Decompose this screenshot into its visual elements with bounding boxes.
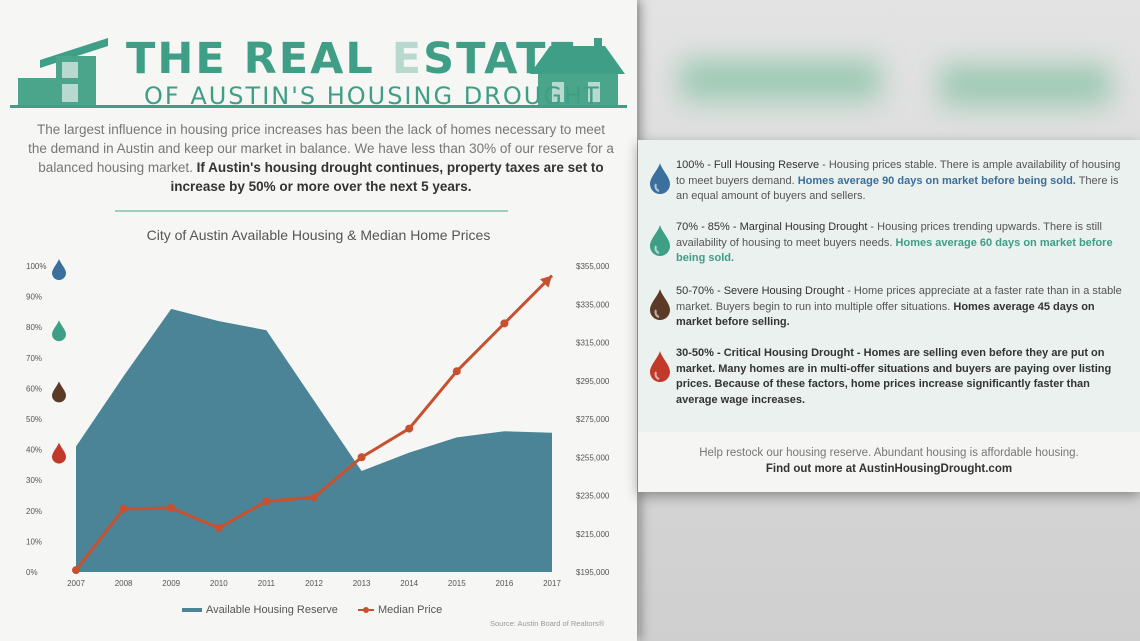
- water-drop-icon: [52, 442, 66, 464]
- header-ground-line: [10, 105, 627, 108]
- intro-bold: If Austin's housing drought continues, p…: [170, 160, 604, 194]
- x-tick-label: 2012: [305, 579, 323, 588]
- legend-swatch-line: [358, 607, 374, 614]
- arrow-head: [539, 275, 552, 288]
- point-median-price: [452, 367, 461, 376]
- x-tick-label: 2009: [162, 579, 180, 588]
- y-left-tick-label: 50%: [26, 415, 42, 424]
- y-right-tick-label: $355,000: [576, 262, 610, 271]
- y-right-tick-label: $275,000: [576, 415, 610, 424]
- water-drop-icon: [650, 289, 670, 320]
- x-tick-label: 2007: [67, 579, 85, 588]
- intro-paragraph: The largest influence in housing price i…: [26, 120, 616, 196]
- chart: 0% 10% 20% 30% 40% 50% 60% 70% 80% 90% 100% $195,00…: [26, 259, 610, 588]
- y-left-tick-label: 70%: [26, 354, 42, 363]
- x-tick-label: 2015: [448, 579, 466, 588]
- y-left-tick-label: 20%: [26, 507, 42, 516]
- x-tick-label: 2017: [543, 579, 561, 588]
- page-title: THE REAL ESTATE: [126, 34, 579, 84]
- footer-text: Help restock our housing reserve. Abunda…: [699, 447, 1079, 475]
- level-item: 100% - Full Housing Reserve - Housing pr…: [676, 158, 1131, 205]
- intro-text: The largest influence in housing price i…: [28, 122, 614, 175]
- blur-bar: [680, 60, 880, 100]
- y-right-tick-label: $255,000: [576, 453, 610, 462]
- y-left-tick-label: 0%: [26, 568, 38, 577]
- page-subtitle: OF AUSTIN'S HOUSING DROUGHT: [144, 82, 601, 110]
- level-text: - Housing prices trending upwards. There…: [676, 221, 1102, 249]
- level-highlight: Homes average 45 days on market before s…: [676, 300, 1095, 329]
- infographic-left-panel: THE REAL ESTATE OF AUSTIN'S HOUSING DROU…: [0, 0, 637, 641]
- x-tick-label: 2011: [258, 579, 276, 588]
- water-drop-icon: [52, 381, 66, 403]
- point-median-price: [310, 493, 318, 502]
- y-right-tick-label: $195,000: [576, 568, 610, 577]
- level-text: - Home prices appreciate at a faster rat…: [676, 285, 1122, 313]
- water-drop-icon: [650, 163, 670, 194]
- point-median-price: [357, 453, 366, 462]
- legend-item-housing: Available Housing Reserve: [182, 604, 338, 616]
- level-head: 50-70% - Severe Housing Drought: [676, 285, 845, 297]
- y-right-tick-label: $235,000: [576, 492, 610, 501]
- area-housing-reserve: [76, 308, 552, 572]
- water-drop-icon: [650, 351, 670, 382]
- footer-background: [638, 432, 1140, 492]
- level-head: 70% - 85% - Marginal Housing Drought: [676, 221, 868, 233]
- chart-source: Source: Austin Board of Realtors®: [490, 619, 605, 628]
- y-left-tick-label: 80%: [26, 323, 42, 332]
- legend-item-price: Median Price: [358, 604, 442, 616]
- y-left-tick-label: 30%: [26, 476, 42, 485]
- y-left-tick-label: 60%: [26, 384, 42, 393]
- point-median-price: [500, 319, 509, 328]
- housing-levels-panel: 100% - Full Housing Reserve - Housing pr…: [638, 140, 1140, 492]
- y-left-tick-label: 90%: [26, 293, 42, 302]
- footer-link[interactable]: Find out more at AustinHousingDrought.co…: [765, 463, 1013, 475]
- water-drop-icon: [52, 259, 66, 280]
- level-head: 100% - Full Housing Reserve: [676, 159, 820, 171]
- y-left-tick-label: 10%: [26, 537, 42, 546]
- chart-title: City of Austin Available Housing & Media…: [146, 227, 491, 243]
- level-item: 70% - 85% - Marginal Housing Drought - H…: [676, 220, 1131, 267]
- point-median-price: [119, 504, 128, 513]
- level-item: 50-70% - Severe Housing Drought - Home p…: [676, 284, 1131, 331]
- level-highlight: Homes average 60 days on market before b…: [676, 236, 1113, 265]
- x-tick-label: 2014: [400, 579, 418, 588]
- level-highlight: Homes average 90 days on market before b…: [797, 174, 1076, 187]
- point-median-price: [167, 503, 176, 512]
- y-right-tick-label: $295,000: [576, 377, 610, 386]
- point-median-price: [72, 566, 80, 575]
- header-houses: [10, 38, 627, 108]
- level-text: - Homes are selling even before they are…: [676, 347, 1112, 406]
- x-tick-label: 2016: [496, 579, 514, 588]
- level-item: 30-50% - Critical Housing Drought - Home…: [676, 346, 1131, 408]
- water-drop-icon: [650, 225, 670, 256]
- y-right-tick-label: $215,000: [576, 530, 610, 539]
- water-drop-icon: [52, 320, 66, 342]
- point-median-price: [262, 497, 271, 506]
- divider: [115, 210, 508, 212]
- x-tick-label: 2013: [353, 579, 371, 588]
- house-right-icon: [530, 38, 625, 106]
- y-left-tick-label: 100%: [26, 262, 46, 271]
- y-left-tick-label: 40%: [26, 446, 42, 455]
- blur-bar: [940, 65, 1110, 105]
- x-tick-label: 2010: [210, 579, 228, 588]
- house-left-icon: [18, 38, 108, 106]
- y-right-tick-label: $335,000: [576, 300, 610, 309]
- point-median-price: [405, 424, 414, 433]
- x-tick-label: 2008: [115, 579, 133, 588]
- point-median-price: [214, 524, 223, 533]
- level-tail: There is an equal amount of buyers and s…: [676, 174, 1119, 203]
- level-head: 30-50% - Critical Housing Drought: [676, 347, 854, 359]
- y-right-tick-label: $315,000: [576, 339, 610, 348]
- legend-swatch-area: [182, 608, 202, 613]
- level-text: - Housing prices stable. There is ample …: [676, 159, 1121, 187]
